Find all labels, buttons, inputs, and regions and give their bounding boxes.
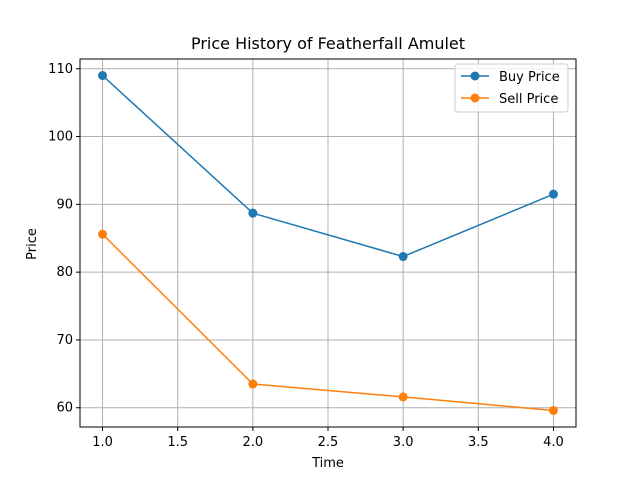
y-tick-label: 100: [48, 130, 73, 145]
buy-price-point: [248, 208, 258, 218]
legend-label-sell-price: Sell Price: [499, 92, 558, 107]
sell-price-point: [248, 379, 258, 389]
x-tick-label: 3.0: [393, 435, 414, 450]
data-series: [98, 71, 558, 415]
legend-entry-buy-price: Buy Price: [461, 70, 560, 85]
sell-price-point: [398, 392, 408, 402]
axis-ticks: 1.0 1.5 2.0 2.5 3.0 3.5 4.0 60 70 80 90 100 110: [48, 62, 564, 450]
legend-entry-sell-price: Sell Price: [461, 92, 558, 107]
legend-marker-buy-price: [470, 71, 480, 81]
x-tick-label: 2.5: [318, 435, 339, 450]
sell-price-line: [101, 233, 555, 412]
y-tick-label: 90: [56, 197, 73, 212]
buy-price-point: [98, 71, 108, 81]
sell-price-point: [548, 405, 558, 415]
legend-marker-sell-price: [470, 93, 480, 103]
x-tick-label: 3.5: [468, 435, 489, 450]
buy-price-point: [398, 252, 408, 262]
legend: Buy Price Sell Price: [454, 63, 569, 113]
sell-price-point: [98, 229, 108, 239]
x-tick-label: 4.0: [543, 435, 564, 450]
y-tick-label: 70: [56, 333, 73, 348]
y-tick-label: 110: [48, 62, 73, 77]
y-axis-label: Price: [25, 228, 40, 260]
buy-price-line: [101, 74, 555, 258]
buy-price-point: [548, 189, 558, 199]
x-tick-label: 2.0: [243, 435, 264, 450]
grid-lines: [80, 59, 576, 427]
x-tick-label: 1.0: [92, 435, 113, 450]
chart-title: Price History of Featherfall Amulet: [191, 34, 465, 53]
legend-label-buy-price: Buy Price: [499, 70, 560, 85]
x-axis-label: Time: [311, 456, 344, 471]
y-tick-label: 80: [56, 265, 73, 280]
x-tick-label: 1.5: [167, 435, 188, 450]
y-tick-label: 60: [56, 401, 73, 416]
